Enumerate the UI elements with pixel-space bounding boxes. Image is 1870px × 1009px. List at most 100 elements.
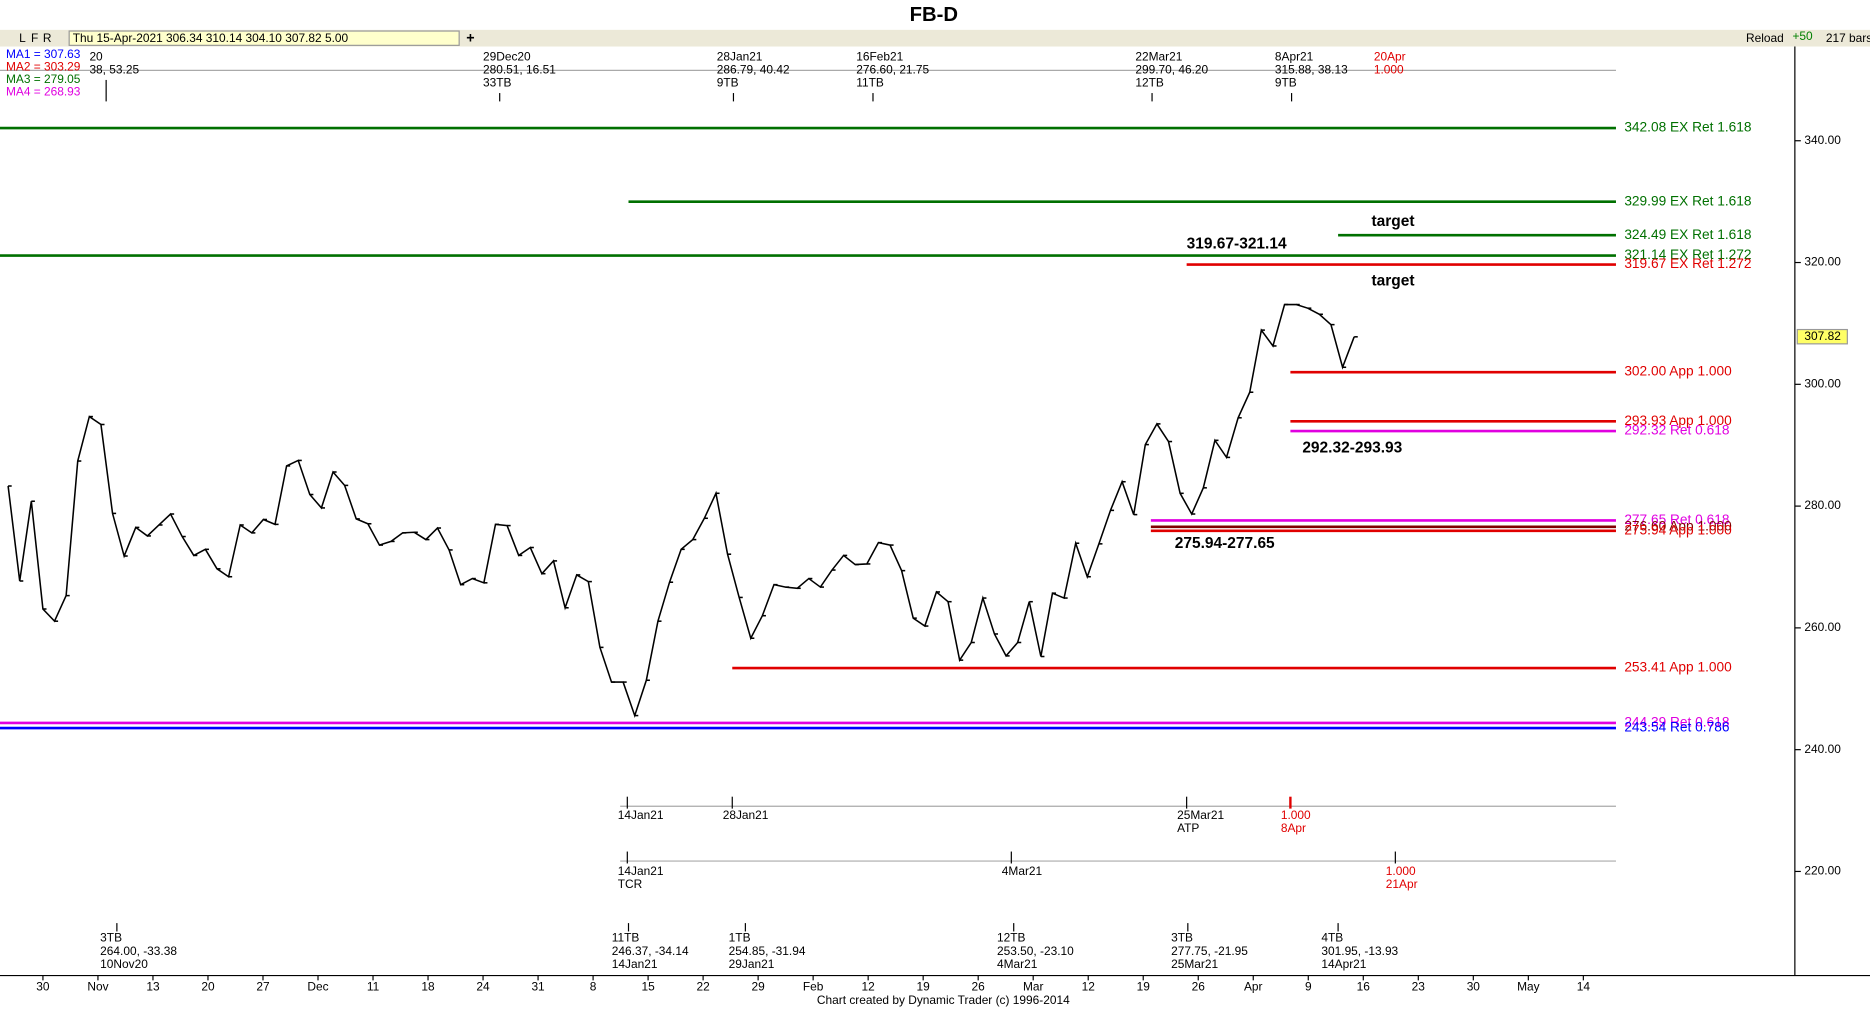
x-tick-label: 29 [752,980,766,994]
chart-title: FB-D [910,4,958,26]
annotation: 275.94-277.65 [1175,535,1275,552]
level-label: 244.39 Ret 0.618 [1624,715,1730,730]
pivot-text: 277.75, -21.95 [1171,944,1248,958]
level-label: 292.32 Ret 0.618 [1624,423,1730,438]
level-label: 277.65 Ret 0.618 [1624,512,1730,527]
pivot-text: 280.51, 16.51 [483,63,556,77]
pivot-text: 14Jan21 [612,957,658,971]
pivot-text: 38, 53.25 [89,63,139,77]
pivot-text: 16Feb21 [856,49,903,63]
x-tick-label: Apr [1244,980,1263,994]
pivot-text: 21Apr [1386,877,1418,891]
legend-entry: MA1 = 307.63 [6,47,81,61]
y-tick-label: 300.00 [1804,376,1841,390]
plus-bars[interactable]: +50 [1792,29,1813,43]
x-tick-label: Dec [307,980,328,994]
toolbar-button[interactable]: F [31,31,38,45]
x-tick-label: 19 [917,980,931,994]
pivot-text: 4Mar21 [1002,864,1043,878]
x-tick-label: 26 [972,980,986,994]
pivot-text: 253.50, -23.10 [997,944,1074,958]
y-tick-label: 220.00 [1804,864,1841,878]
x-tick-label: 19 [1137,980,1151,994]
quote-box [68,30,460,46]
pivot-text: TCR [618,877,643,891]
level-label: 293.93 App 1.000 [1624,413,1732,428]
annotation: target [1371,213,1414,230]
y-tick-label: 240.00 [1804,742,1841,756]
x-tick-label: 8 [590,980,597,994]
pivot-text: 1TB [729,931,751,945]
pivot-text: 12TB [997,931,1026,945]
pivot-text: 29Jan21 [729,957,775,971]
level-label: 253.41 App 1.000 [1624,660,1732,675]
pivot-text: 33TB [483,76,512,90]
y-tick-label: 320.00 [1804,255,1841,269]
x-tick-label: Nov [87,980,108,994]
x-tick-label: 16 [1357,980,1371,994]
pivot-text: 286.79, 40.42 [717,63,790,77]
pivot-text: 3TB [100,931,122,945]
x-tick-label: 30 [1467,980,1481,994]
y-tick-label: 340.00 [1804,133,1841,147]
pivot-text: 20Apr [1374,49,1406,63]
bar-count: 217 bars [1826,31,1870,45]
annotation: 292.32-293.93 [1302,440,1402,457]
pivot-text: 299.70, 46.20 [1135,63,1208,77]
x-tick-label: Feb [803,980,824,994]
pivot-text: 8Apr21 [1275,49,1314,63]
pivot-text: 9TB [1275,76,1297,90]
pivot-text: 315.88, 38.13 [1275,63,1348,77]
pivot-text: 28Jan21 [723,808,769,822]
annotation: 319.67-321.14 [1187,236,1287,253]
pivot-text: 246.37, -34.14 [612,944,689,958]
x-tick-label: 27 [256,980,270,994]
x-tick-label: 12 [862,980,876,994]
x-tick-label: 22 [696,980,710,994]
pivot-text: 4Mar21 [997,957,1038,971]
level-label: 275.94 App 1.000 [1624,522,1732,537]
pivot-text: 9TB [717,76,739,90]
x-tick-label: 14 [1577,980,1591,994]
x-tick-label: 9 [1305,980,1312,994]
pivot-text: ATP [1177,821,1199,835]
x-tick-label: 18 [421,980,435,994]
pivot-text: 22Mar21 [1135,49,1182,63]
pivot-text: 264.00, -33.38 [100,944,177,958]
level-label: 319.67 EX Ret 1.272 [1624,256,1751,271]
toolbar [0,29,1870,47]
x-tick-label: May [1517,980,1540,994]
pivot-text: 28Jan21 [717,49,763,63]
pivot-text: 14Jan21 [618,808,664,822]
toolbar-button[interactable]: R [43,31,52,45]
legend-entry: MA3 = 279.05 [6,72,81,86]
x-tick-label: 23 [1412,980,1426,994]
x-tick-label: 30 [36,980,50,994]
level-label: 243.54 Ret 0.786 [1624,720,1730,735]
pivot-text: 14Jan21 [618,864,664,878]
last-price-label: 307.82 [1804,329,1841,343]
add-button[interactable]: + [466,31,474,47]
y-tick-label: 260.00 [1804,620,1841,634]
last-price-box [1796,328,1848,345]
level-label: 342.08 EX Ret 1.618 [1624,120,1752,135]
pivot-text: 276.60, 21.75 [856,63,929,77]
x-tick-label: 12 [1082,980,1096,994]
x-tick-label: 26 [1192,980,1206,994]
x-tick-label: 13 [146,980,160,994]
pivot-text: 25Mar21 [1171,957,1218,971]
pivot-text: 8Apr [1281,821,1306,835]
x-tick-label: 15 [641,980,655,994]
quote: Thu 15-Apr-2021 306.34 310.14 304.10 307… [73,31,349,45]
annotation: target [1371,273,1414,290]
pivot-text: 254.85, -31.94 [729,944,806,958]
toolbar-button[interactable]: L [19,31,26,45]
pivot-text: 1.000 [1281,808,1311,822]
reload[interactable]: Reload [1746,31,1784,45]
x-tick-label: 24 [476,980,490,994]
level-label: 324.49 EX Ret 1.618 [1624,227,1752,242]
footer: Chart created by Dynamic Trader (c) 1996… [817,993,1070,1007]
level-label: 302.00 App 1.000 [1624,364,1732,379]
x-tick-label: 20 [201,980,215,994]
